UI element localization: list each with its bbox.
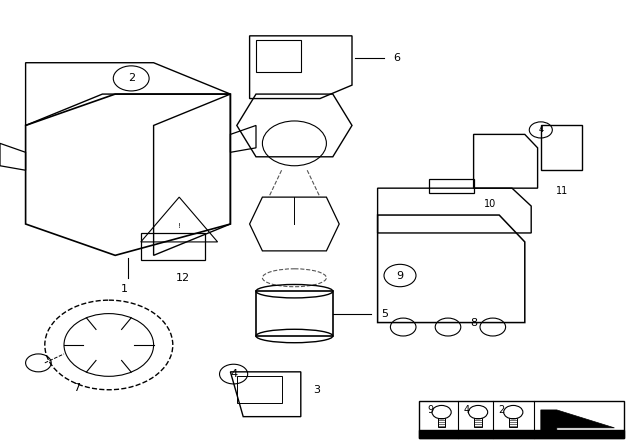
Text: 6: 6 xyxy=(394,53,401,63)
Bar xyxy=(509,418,517,427)
Bar xyxy=(419,401,624,438)
Text: 2: 2 xyxy=(127,73,135,83)
Text: 10: 10 xyxy=(483,199,496,209)
Text: 7: 7 xyxy=(73,383,81,392)
Text: 4: 4 xyxy=(538,125,543,134)
Text: 9: 9 xyxy=(396,271,404,280)
Bar xyxy=(474,418,482,427)
Text: 8: 8 xyxy=(470,318,477,327)
Bar xyxy=(438,418,445,427)
Text: 00190586: 00190586 xyxy=(581,432,624,441)
Polygon shape xyxy=(541,410,614,432)
Bar xyxy=(419,430,624,438)
Text: 3: 3 xyxy=(314,385,321,395)
Text: 5: 5 xyxy=(381,309,388,319)
Text: !: ! xyxy=(178,223,180,229)
Bar xyxy=(256,291,333,336)
Text: 4: 4 xyxy=(230,369,237,379)
Text: 1: 1 xyxy=(122,284,128,294)
Text: 12: 12 xyxy=(175,273,189,283)
Text: 9: 9 xyxy=(427,405,433,415)
Text: 11: 11 xyxy=(556,186,568,196)
Text: 4: 4 xyxy=(463,405,470,415)
Text: 2: 2 xyxy=(499,405,505,415)
